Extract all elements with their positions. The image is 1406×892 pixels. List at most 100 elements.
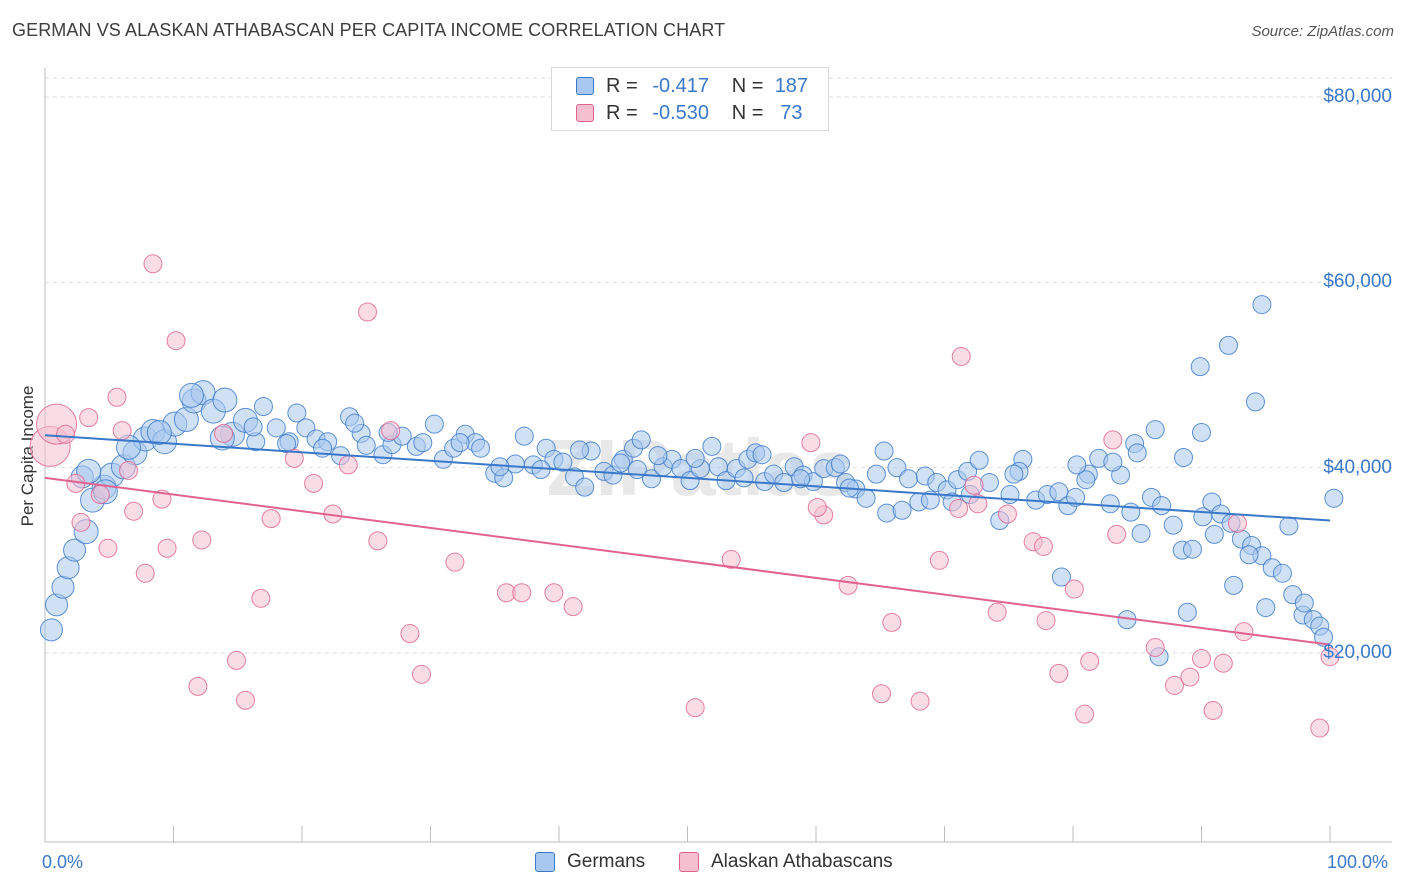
legend-swatch-alaskan [576,104,594,122]
point-alaskan [807,498,827,518]
chart-title: GERMAN VS ALASKAN ATHABASCAN PER CAPITA … [12,20,726,40]
point-alaskan [1064,579,1084,599]
point-alaskan [949,498,969,518]
point-german [1279,516,1299,536]
point-german [899,469,919,489]
point-german [63,538,87,562]
point-german [146,419,172,445]
point-alaskan [445,552,465,572]
point-german [1183,539,1203,559]
point-german [979,472,999,492]
legend-row-germans: R = -0.417 N = 187 [576,74,819,98]
point-german [1245,392,1265,412]
bottom-legend-swatch-germans [535,852,555,872]
y-tick-label: $60,000 [1323,271,1392,293]
bottom-legend-label-germans: Germans [567,851,646,872]
point-alaskan [143,254,163,274]
point-german [920,490,940,510]
point-german [874,441,894,461]
point-alaskan [1145,637,1165,657]
point-alaskan [1310,718,1330,738]
bottom-legend: Germans Alaskan Athabascans [0,851,1406,879]
point-alaskan [1075,704,1095,724]
point-german [287,403,307,423]
point-german [424,414,444,434]
legend-r-label: R = [606,101,638,124]
point-german [471,438,491,458]
point-german [1177,602,1197,622]
bottom-legend-label-alaskan: Alaskan Athabascans [711,851,893,872]
point-german [345,413,365,433]
legend-n-value: 73 [780,101,803,124]
point-alaskan [987,602,1007,622]
point-alaskan [1103,430,1123,450]
point-alaskan [801,433,821,453]
y-tick-label: $80,000 [1323,86,1392,107]
point-alaskan [964,475,984,495]
point-german [1294,593,1314,613]
point-german [631,430,651,450]
point-alaskan [251,588,271,608]
point-alaskan [188,676,208,696]
point-alaskan [107,387,127,407]
point-german [791,469,811,489]
point-alaskan [1049,663,1069,683]
point-alaskan [284,448,304,468]
legend-row-alaskan: R = -0.530 N = 73 [576,101,819,125]
point-german [1049,482,1069,502]
point-alaskan [235,690,255,710]
point-alaskan [358,302,378,322]
point-german [212,387,238,413]
point-german [1204,524,1224,544]
point-german [1067,455,1087,475]
point-german [505,454,525,474]
point-alaskan [1080,651,1100,671]
point-german [1163,515,1183,535]
point-alaskan [135,563,155,583]
point-german [877,503,897,523]
point-alaskan [368,531,388,551]
point-german [1103,452,1123,472]
point-alaskan [98,538,118,558]
point-alaskan [512,583,532,603]
point-german [774,472,794,492]
point-alaskan [412,664,432,684]
point-german [702,436,722,456]
point-alaskan [951,346,971,366]
point-alaskan [71,512,91,532]
point-alaskan [1180,667,1200,687]
point-german [892,500,912,520]
point-german [243,417,263,437]
point-german [887,458,907,478]
point-german [1239,545,1259,565]
point-german [553,452,573,472]
point-german [830,454,850,474]
point-alaskan [544,583,564,603]
legend-n-label: N = [731,101,764,124]
legend: R = -0.417 N = 187 R = -0.530 N = 73 [551,67,829,131]
point-german [51,575,75,599]
point-german [734,468,754,488]
point-german [1145,420,1165,440]
point-german [1324,488,1344,508]
point-alaskan [192,530,212,550]
point-alaskan [56,424,76,444]
point-german [1121,502,1141,522]
point-german [450,433,470,453]
trend-line-germans [44,434,1331,522]
point-alaskan [214,423,234,443]
point-alaskan [838,575,858,595]
point-alaskan [304,473,324,493]
bottom-legend-germans: Germans [535,851,645,873]
point-alaskan [261,509,281,529]
point-german [648,446,668,466]
point-alaskan [1165,675,1185,695]
point-german [1218,335,1238,355]
x-tick-label-max: 100.0% [1327,852,1389,872]
bottom-legend-swatch-alaskan [679,852,699,872]
point-alaskan [119,460,139,480]
point-german [1224,575,1244,595]
point-alaskan [79,408,99,428]
point-alaskan [872,684,892,704]
